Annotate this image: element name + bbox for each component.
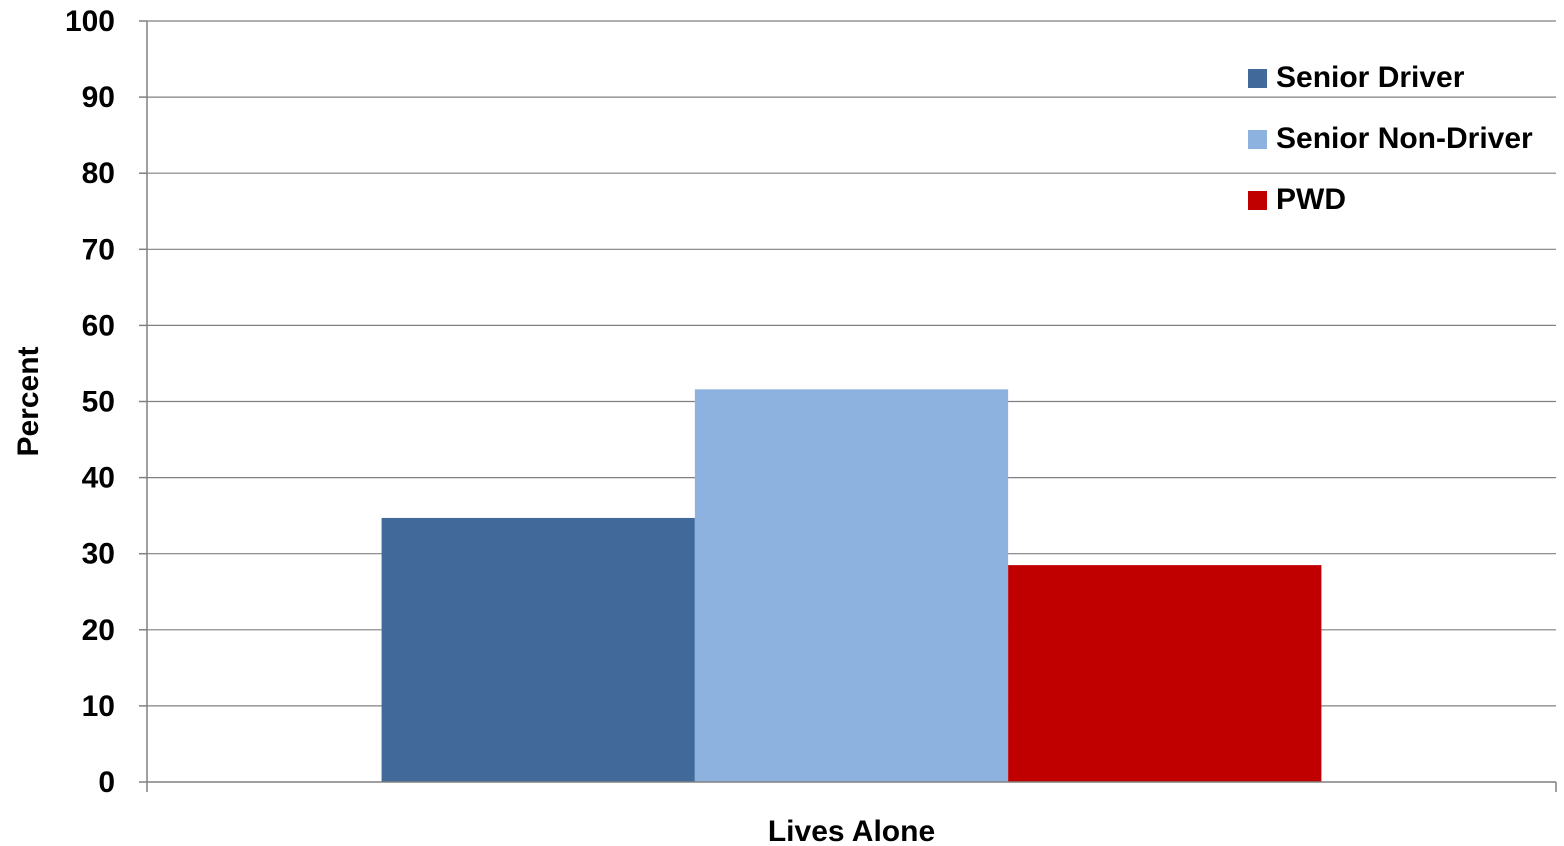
y-tick-label: 20	[82, 614, 115, 647]
x-axis-title: Lives Alone	[768, 815, 935, 846]
bars	[381, 389, 1322, 782]
y-tick-label: 40	[82, 462, 115, 495]
y-tick-label: 30	[82, 538, 115, 571]
y-tick-label: 10	[82, 690, 115, 723]
y-axis-title: Percent	[12, 346, 45, 456]
legend-label: Senior Driver	[1276, 61, 1465, 94]
y-tick-label: 90	[82, 81, 115, 114]
y-tick-label: 60	[82, 309, 115, 342]
bar-pwd	[1008, 565, 1322, 782]
legend-label: Senior Non-Driver	[1276, 122, 1533, 155]
axes	[146, 21, 1556, 783]
y-tick-label: 0	[98, 766, 115, 799]
y-tick-label: 70	[82, 233, 115, 266]
legend: Senior Driver Senior Non-Driver PWD	[1248, 61, 1533, 216]
y-tick-label: 100	[65, 5, 115, 38]
legend-label: PWD	[1276, 183, 1346, 216]
y-tick-label: 50	[82, 386, 115, 419]
legend-swatch	[1248, 191, 1267, 210]
y-tick-labels: 0 10 20 30 40 50 60 70 80 90 100	[65, 5, 115, 799]
bar-senior-driver	[381, 517, 695, 782]
legend-swatch	[1248, 130, 1267, 149]
y-tick-label: 80	[82, 157, 115, 190]
legend-swatch	[1248, 69, 1267, 88]
bar-senior-non-driver	[694, 389, 1009, 782]
